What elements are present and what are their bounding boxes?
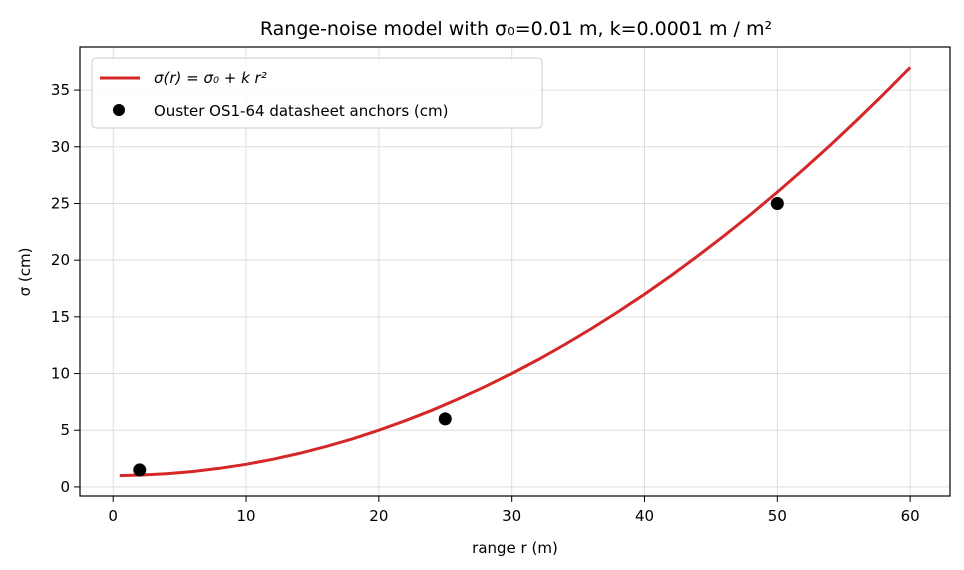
y-tick-label: 10 [51,365,70,383]
x-tick-label: 20 [369,507,388,525]
legend-box [91,57,543,129]
y-tick-label: 5 [60,421,70,439]
x-tick-label: 0 [108,507,118,525]
data-point-anchor [438,412,452,426]
x-axis-label: range r (m) [472,539,558,557]
data-point-anchor [133,463,147,477]
y-tick-label: 25 [51,194,70,212]
y-tick-label: 0 [60,478,70,496]
grid-layer [80,47,950,496]
x-tick-label: 10 [236,507,255,525]
x-tick-label: 40 [635,507,654,525]
y-tick-label: 15 [51,308,70,326]
x-tick-label: 60 [901,507,920,525]
x-tick-label: 30 [502,507,521,525]
series-layer [119,66,912,478]
legend-label-anchors: Ouster OS1-64 datasheet anchors (cm) [154,102,448,120]
x-tick-label: 50 [768,507,787,525]
y-axis-label: σ (cm) [16,248,34,297]
plot-frame [79,46,951,497]
series-line-model [119,66,912,478]
legend: σ(r) = σ₀ + k r² Ouster OS1-64 datasheet… [91,57,543,129]
legend-marker-swatch [113,104,125,116]
ticks-layer: 0 10 20 30 40 50 60 0 5 10 15 20 25 30 35 [51,81,920,525]
y-tick-label: 35 [51,81,70,99]
data-point-anchor [770,196,784,210]
y-tick-label: 20 [51,251,70,269]
y-tick-label: 30 [51,138,70,156]
chart-title: Range-noise model with σ₀=0.01 m, k=0.00… [260,18,772,40]
legend-label-model: σ(r) = σ₀ + k r² [154,69,267,87]
